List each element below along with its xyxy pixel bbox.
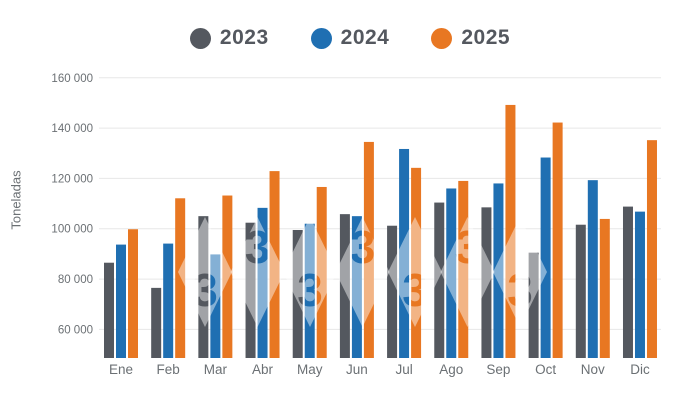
x-tick-label-May: May <box>297 362 323 377</box>
legend-swatch-2024 <box>310 27 332 49</box>
bar-2023-Sep[interactable] <box>481 207 492 358</box>
bar-2024-Ago[interactable] <box>446 188 457 358</box>
watermark-diamond <box>335 217 390 327</box>
y-tick-label: 140 000 <box>51 123 93 135</box>
x-tick-label-Abr: Abr <box>252 362 274 377</box>
x-tick-label-Mar: Mar <box>204 362 228 377</box>
x-tick-label-Ene: Ene <box>109 362 133 377</box>
watermark-diamond <box>493 217 547 327</box>
x-tick-label-Dic: Dic <box>630 362 650 377</box>
bar-2024-Nov[interactable] <box>587 180 598 358</box>
bar-2025-Ene[interactable] <box>128 229 138 358</box>
y-axis-title: Toneladas <box>8 170 24 230</box>
bar-2025-May[interactable] <box>316 186 327 358</box>
bar-2023-Mar[interactable] <box>198 216 209 358</box>
legend-item-2025[interactable]: 2025 <box>431 26 510 50</box>
watermark-diamond <box>178 217 232 327</box>
chart-legend: 2023 2024 2025 <box>0 26 700 50</box>
x-tick-label-Sep: Sep <box>486 362 510 377</box>
bar-2025-Sep[interactable] <box>505 104 516 359</box>
bar-2024-Mar[interactable] <box>210 254 221 358</box>
x-axis-labels: Ene Feb Mar Abr May Jun Jul Ago Sep Oct Nov Dic <box>109 362 650 377</box>
x-tick-label-Oct: Oct <box>535 362 556 377</box>
watermark-layer <box>178 217 547 327</box>
x-tick-label-Jun: Jun <box>346 362 368 377</box>
bar-2024-Sep[interactable] <box>493 183 504 358</box>
bar-2025-Oct[interactable] <box>552 122 563 358</box>
y-tick-label: 120 000 <box>51 173 93 185</box>
y-tick-label: 80 000 <box>58 274 93 286</box>
y-tick-label: 60 000 <box>58 324 93 336</box>
bar-2024-Dic[interactable] <box>634 211 645 358</box>
legend-label-2023: 2023 <box>219 26 269 49</box>
x-tick-label-Feb: Feb <box>157 362 180 377</box>
bar-2023-Jun[interactable] <box>339 214 350 358</box>
bar-2024-Oct[interactable] <box>540 157 551 358</box>
x-tick-label-Jul: Jul <box>395 362 412 377</box>
bar-2024-Jul[interactable] <box>399 148 410 358</box>
watermark-diamond <box>283 217 337 327</box>
bar-2024-Feb[interactable] <box>163 243 174 358</box>
bar-2025-Mar[interactable] <box>222 195 233 358</box>
bar-2023-Abr[interactable] <box>245 222 256 358</box>
bar-2023-May[interactable] <box>292 229 303 358</box>
bar-2025-Jun[interactable] <box>363 141 374 358</box>
watermark-diamond <box>440 217 495 327</box>
bar-2025-Jul[interactable] <box>411 167 422 358</box>
bar-2024-Ene[interactable] <box>116 244 126 358</box>
legend-item-2024[interactable]: 2024 <box>310 26 390 50</box>
bar-2024-Abr[interactable] <box>257 207 268 358</box>
x-tick-label-Nov: Nov <box>581 362 605 377</box>
legend-label-2025: 2025 <box>461 26 511 49</box>
legend-label-2024: 2024 <box>340 26 390 49</box>
x-tick-label-Ago: Ago <box>439 362 463 377</box>
bar-2024-May[interactable] <box>304 223 315 358</box>
bar-2025-Nov[interactable] <box>599 218 610 358</box>
bar-2025-Ago[interactable] <box>458 180 469 358</box>
bar-2023-Dic[interactable] <box>622 206 633 358</box>
bar-2023-Ago[interactable] <box>434 202 445 358</box>
watermark-diamond <box>388 217 442 327</box>
legend-item-2023[interactable]: 2023 <box>189 26 269 50</box>
legend-swatch-2023 <box>189 27 211 49</box>
bar-2023-Ene[interactable] <box>104 262 114 358</box>
bar-2023-Jul[interactable] <box>387 225 398 358</box>
bars <box>104 104 657 359</box>
bar-2023-Feb[interactable] <box>151 287 162 358</box>
legend-swatch-2025 <box>431 27 453 49</box>
bar-2024-Jun[interactable] <box>351 216 362 358</box>
y-tick-label: 100 000 <box>51 224 93 236</box>
bar-2023-Oct[interactable] <box>528 252 539 358</box>
watermark-diamond <box>230 217 285 327</box>
gridlines: 60 000 80 000 100 000 120 000 140 000 160 000 <box>51 73 661 336</box>
bar-2023-Nov[interactable] <box>575 224 586 358</box>
y-tick-label: 160 000 <box>51 73 93 85</box>
bar-2025-Feb[interactable] <box>175 198 186 358</box>
bar-2025-Dic[interactable] <box>646 140 657 358</box>
bar-2025-Abr[interactable] <box>269 171 280 358</box>
